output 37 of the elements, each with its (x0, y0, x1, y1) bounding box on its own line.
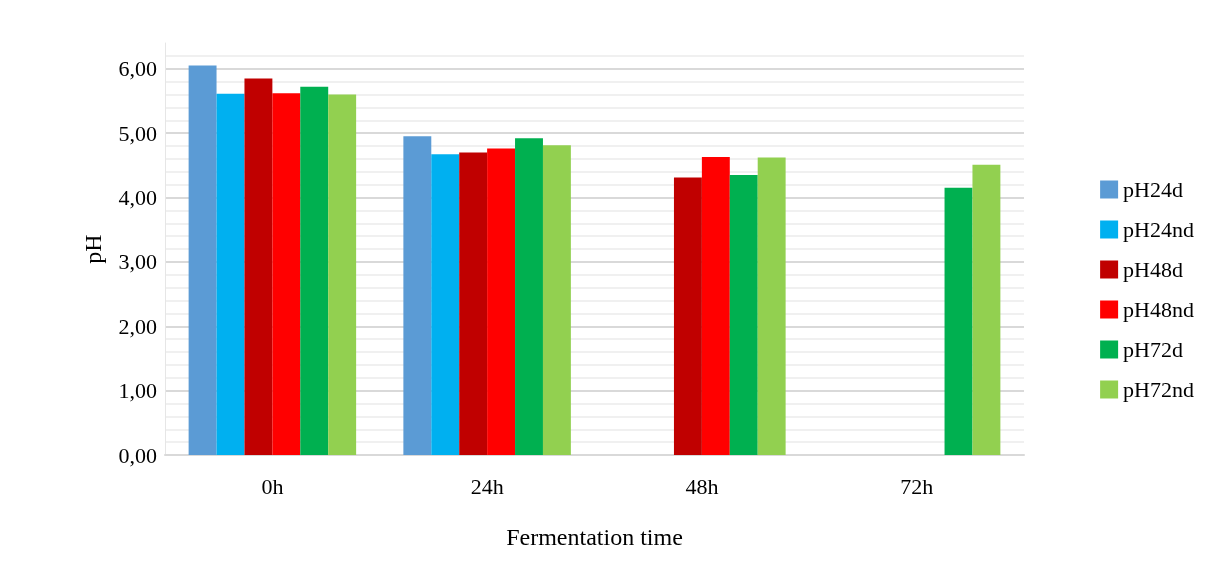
bar (944, 187, 973, 455)
legend-label: pH24nd (1123, 217, 1194, 242)
bar (459, 152, 488, 455)
bar (757, 157, 786, 455)
y-tick-label: 0,00 (118, 442, 157, 468)
legend-label: pH72d (1123, 337, 1183, 362)
x-axis-title: Fermentation time (506, 524, 683, 550)
y-tick-label: 6,00 (118, 56, 157, 82)
x-tick-label: 72h (900, 473, 934, 499)
bar (431, 154, 460, 455)
bar (403, 136, 432, 455)
legend-label: pH48d (1123, 257, 1183, 282)
bar (328, 94, 357, 455)
x-tick-label: 0h (261, 473, 284, 499)
y-tick-label: 3,00 (118, 249, 157, 275)
bar (216, 93, 245, 455)
y-axis-title: pH (80, 234, 106, 264)
bar (673, 177, 702, 455)
bar (300, 86, 329, 455)
bar (515, 138, 543, 455)
bar (972, 164, 1001, 455)
bar (272, 93, 301, 455)
legend-label: pH72nd (1123, 377, 1194, 402)
bar (542, 145, 571, 455)
x-tick-label: 24h (470, 473, 504, 499)
legend-label: pH24d (1123, 177, 1183, 202)
x-tick-label: 48h (685, 473, 719, 499)
y-tick-label: 2,00 (118, 313, 157, 339)
bar (487, 148, 516, 455)
bar (244, 78, 273, 455)
y-tick-label: 5,00 (118, 120, 157, 146)
y-tick-label: 1,00 (118, 378, 157, 404)
bar (701, 156, 730, 455)
legend-label: pH48nd (1123, 297, 1194, 322)
y-tick-label: 4,00 (118, 185, 157, 210)
bar (188, 65, 217, 455)
bar (729, 174, 758, 455)
